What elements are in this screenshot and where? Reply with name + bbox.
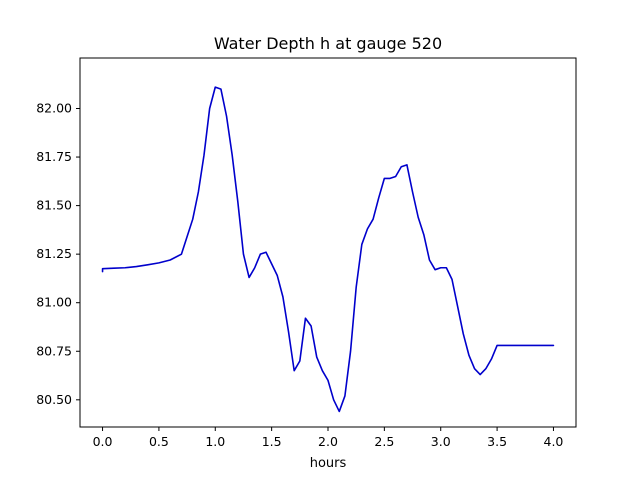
- x-tick-label: 3.5: [487, 434, 507, 449]
- plot-frame: [79, 57, 577, 428]
- x-tick-label: 4.0: [544, 434, 564, 449]
- x-tick-label: 0.0: [93, 434, 113, 449]
- plot-area: [101, 86, 555, 413]
- x-tick-label: 2.5: [374, 434, 394, 449]
- x-tick-label: 3.0: [431, 434, 451, 449]
- chart-title: Water Depth h at gauge 520: [214, 34, 442, 53]
- y-tick-label: 80.50: [36, 392, 72, 407]
- x-tick-label: 1.0: [205, 434, 225, 449]
- y-tick-label: 81.25: [36, 246, 72, 261]
- x-tick-label: 0.5: [149, 434, 169, 449]
- y-tick-label: 82.00: [36, 100, 72, 115]
- x-tick-label: 2.0: [318, 434, 338, 449]
- series-line-0: [101, 86, 555, 413]
- y-tick-label: 80.75: [36, 343, 72, 358]
- y-axis: 80.50 80.75 81.00 81.25 81.50 81.75 82.00: [36, 100, 80, 407]
- x-axis-label: hours: [310, 456, 347, 471]
- x-tick-label: 1.5: [262, 434, 282, 449]
- x-axis: 0.0 0.5 1.0 1.5 2.0 2.5 3.0 3.5 4.0: [93, 427, 564, 449]
- y-tick-label: 81.50: [36, 198, 72, 213]
- y-tick-label: 81.75: [36, 149, 72, 164]
- y-tick-label: 81.00: [36, 295, 72, 310]
